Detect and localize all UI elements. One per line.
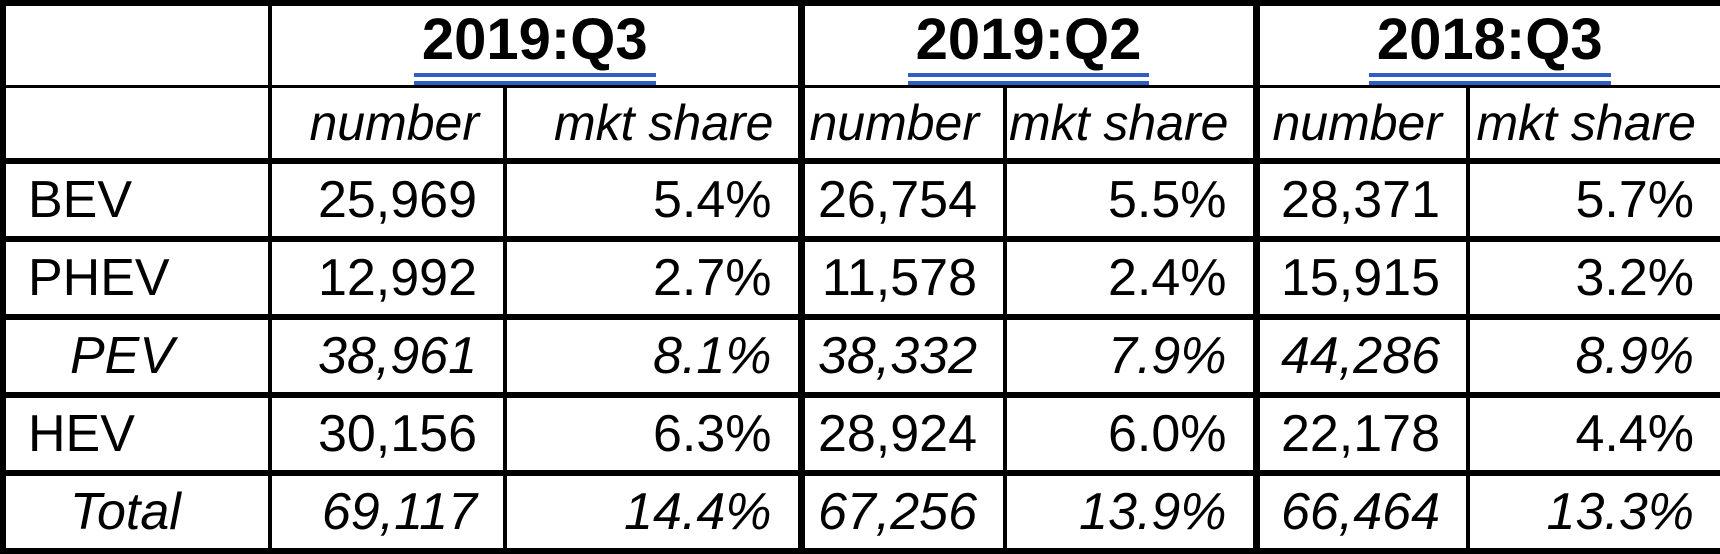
cell-total-2018q3-share: 13.3% — [1466, 469, 1720, 551]
cell-pev-2019q2-share: 7.9% — [1003, 313, 1256, 395]
table-row-total: Total 69,117 14.4% 67,256 13.9% 66,464 1… — [3, 469, 1720, 551]
cell-phev-2019q2-share: 2.4% — [1003, 235, 1256, 317]
metric-header-2018q3-number: number — [1252, 85, 1468, 161]
cell-hev-2019q2-number: 28,924 — [797, 391, 1005, 473]
quarter-header-row: 2019:Q3 2019:Q2 2018:Q3 — [3, 3, 1720, 87]
cell-bev-2019q2-share: 5.5% — [1003, 157, 1256, 239]
cell-total-2019q3-number: 69,117 — [268, 469, 505, 551]
cell-total-2019q3-share: 14.4% — [503, 469, 801, 551]
table-row-bev: BEV 25,969 5.4% 26,754 5.5% 28,371 5.7% — [3, 157, 1720, 239]
cell-hev-2019q3-number: 30,156 — [268, 391, 505, 473]
row-label-pev: PEV — [3, 313, 270, 395]
corner-cell — [3, 3, 270, 87]
cell-pev-2018q3-number: 44,286 — [1252, 313, 1468, 395]
cell-bev-2019q2-number: 26,754 — [797, 157, 1005, 239]
cell-bev-2019q3-number: 25,969 — [268, 157, 505, 239]
metric-header-2018q3-share: mkt share — [1466, 85, 1720, 161]
row-label-hev: HEV — [3, 391, 270, 473]
metric-header-corner — [3, 85, 270, 161]
cell-phev-2019q3-number: 12,992 — [268, 235, 505, 317]
cell-bev-2018q3-number: 28,371 — [1252, 157, 1468, 239]
cell-pev-2019q3-share: 8.1% — [503, 313, 801, 395]
quarter-header-2019q3: 2019:Q3 — [268, 3, 801, 87]
row-label-total: Total — [3, 469, 270, 551]
cell-pev-2019q2-number: 38,332 — [797, 313, 1005, 395]
metric-header-2019q2-number: number — [797, 85, 1005, 161]
quarter-header-2019q2: 2019:Q2 — [797, 3, 1256, 87]
cell-phev-2019q3-share: 2.7% — [503, 235, 801, 317]
row-label-bev: BEV — [3, 157, 270, 239]
metric-header-2019q3-share: mkt share — [503, 85, 801, 161]
cell-total-2019q2-share: 13.9% — [1003, 469, 1256, 551]
cell-hev-2018q3-number: 22,178 — [1252, 391, 1468, 473]
table-row-hev: HEV 30,156 6.3% 28,924 6.0% 22,178 4.4% — [3, 391, 1720, 473]
cell-bev-2018q3-share: 5.7% — [1466, 157, 1720, 239]
quarter-label-2019q2: 2019:Q2 — [907, 8, 1150, 86]
cell-total-2019q2-number: 67,256 — [797, 469, 1005, 551]
cell-hev-2019q2-share: 6.0% — [1003, 391, 1256, 473]
cell-total-2018q3-number: 66,464 — [1252, 469, 1468, 551]
quarter-label-2019q3: 2019:Q3 — [413, 8, 656, 86]
metric-header-2019q2-share: mkt share — [1003, 85, 1256, 161]
quarter-label-2018q3: 2018:Q3 — [1368, 8, 1611, 86]
table-row-pev: PEV 38,961 8.1% 38,332 7.9% 44,286 8.9% — [3, 313, 1720, 395]
cell-phev-2019q2-number: 11,578 — [797, 235, 1005, 317]
cell-hev-2018q3-share: 4.4% — [1466, 391, 1720, 473]
table-row-phev: PHEV 12,992 2.7% 11,578 2.4% 15,915 3.2% — [3, 235, 1720, 317]
metric-header-row: number mkt share number mkt share number… — [3, 85, 1720, 161]
cell-hev-2019q3-share: 6.3% — [503, 391, 801, 473]
metric-header-2019q3-number: number — [268, 85, 505, 161]
cell-phev-2018q3-number: 15,915 — [1252, 235, 1468, 317]
quarter-header-2018q3: 2018:Q3 — [1252, 3, 1720, 87]
cell-phev-2018q3-share: 3.2% — [1466, 235, 1720, 317]
cell-bev-2019q3-share: 5.4% — [503, 157, 801, 239]
cell-pev-2018q3-share: 8.9% — [1466, 313, 1720, 395]
row-label-phev: PHEV — [3, 235, 270, 317]
cell-pev-2019q3-number: 38,961 — [268, 313, 505, 395]
